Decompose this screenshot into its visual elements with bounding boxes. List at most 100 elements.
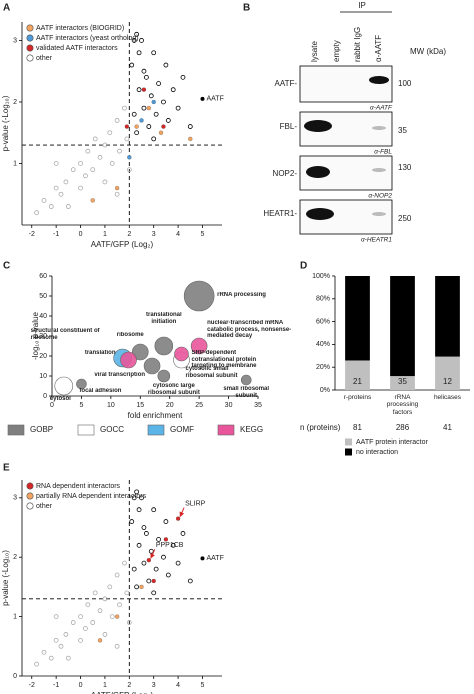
y-tick-label: 3 [13, 37, 17, 44]
data-point [83, 173, 88, 179]
n-value: 41 [443, 423, 452, 432]
lane-label: empty [332, 40, 341, 62]
y-tick-label: 80% [316, 296, 330, 303]
panel-letter: B [243, 3, 250, 14]
bubble-label: ribosome [116, 332, 144, 338]
x-tick-label: 5 [201, 231, 205, 238]
legend-label: AATF protein interactor [356, 439, 429, 446]
legend-marker [26, 502, 34, 510]
y-axis-label: p-value (-Log₁₀) [1, 95, 10, 151]
panel-letter: C [3, 261, 10, 272]
data-point [102, 142, 108, 148]
x-tick-label: -2 [29, 682, 35, 689]
y-tick-label: 3 [13, 495, 17, 502]
count-label: 21 [353, 377, 362, 386]
data-point [141, 105, 147, 111]
y-tick-label: 20% [316, 364, 330, 371]
x-axis-label: AATF/GFP (Log₂) [91, 691, 154, 694]
legend-label: RNA dependent interactors [36, 483, 121, 490]
data-point [85, 602, 91, 608]
x-tick-label: 2 [127, 231, 131, 238]
bubble [174, 346, 189, 362]
x-tick-label: 10 [107, 402, 115, 409]
data-point [92, 590, 98, 596]
bubble-label: nuclear-transcribed mRNA catabolic proce… [207, 320, 292, 340]
data-point [139, 584, 144, 590]
data-point [161, 99, 166, 105]
bubble-label-box: structural constituent of ribosome [30, 328, 100, 341]
data-point [148, 93, 154, 99]
data-point [78, 637, 83, 643]
data-point [187, 124, 193, 129]
data-point [151, 50, 157, 56]
data-point [70, 167, 76, 173]
band [372, 212, 386, 216]
data-point [134, 130, 140, 136]
data-point [141, 525, 147, 530]
annotation-arrow [150, 548, 156, 559]
band [304, 120, 332, 132]
bubble-label-box: nuclear-transcribed mRNA catabolic proce… [207, 320, 292, 340]
y-tick-label: 60 [39, 273, 47, 280]
bubble-label: cytosolic large ribosomal subunit [147, 383, 200, 396]
data-point [141, 68, 147, 74]
data-point [165, 572, 171, 578]
data-point [146, 124, 152, 129]
data-point [85, 148, 91, 154]
data-point [124, 136, 130, 142]
bubble-label: viral transcription [94, 372, 146, 378]
data-point [129, 519, 135, 524]
protein-label: NOP2- [273, 169, 298, 178]
n-value: 81 [353, 423, 362, 432]
bubble-label-box: viral transcription [94, 372, 146, 378]
x-tick-label: -2 [29, 231, 35, 238]
blot-box [299, 65, 393, 103]
x-tick-label: 4 [176, 231, 180, 238]
annotation-point [200, 96, 205, 101]
legend-label: GOMF [170, 425, 194, 434]
data-point [102, 596, 108, 602]
data-point [163, 62, 169, 68]
data-point [129, 62, 135, 68]
antibody-label: α-NOP2 [368, 193, 392, 200]
category-label-box: helicases [434, 394, 461, 401]
count-label: 35 [398, 377, 407, 386]
legend-marker [26, 24, 34, 32]
category-label: rRNA processing factors [386, 394, 419, 416]
data-point [134, 31, 140, 37]
bubble-label: structural constituent of ribosome [30, 328, 100, 341]
y-tick-label: 20 [39, 353, 47, 360]
legend-label: partially RNA dependent interactors [36, 493, 147, 500]
bubble [154, 336, 174, 356]
data-point [127, 155, 132, 160]
band [372, 126, 386, 130]
bubble-label-box: small ribosomal subunit [223, 386, 269, 399]
data-point [83, 626, 88, 631]
data-point [134, 489, 140, 495]
annotation-label: PPP1CB [156, 542, 184, 549]
data-point [131, 111, 137, 117]
protein-label: AATF- [274, 79, 297, 88]
data-point [143, 531, 149, 536]
data-point [151, 578, 156, 584]
annotation-label: AATF [206, 96, 223, 103]
data-point [158, 130, 164, 135]
bubble [183, 280, 215, 312]
bubble [54, 376, 74, 396]
data-point [107, 584, 113, 590]
legend-marker [26, 54, 34, 62]
data-point [97, 638, 103, 643]
data-point [65, 204, 71, 209]
bubble-label: rRNA processing [217, 292, 266, 298]
data-point [136, 50, 142, 56]
x-tick-label: 1 [103, 682, 107, 689]
annotation-arrow [179, 507, 185, 518]
x-axis-label: AATF/GFP (Log₂) [91, 240, 154, 249]
mw-label: 250 [398, 214, 412, 223]
legend-swatch [77, 424, 95, 436]
data-point [170, 542, 176, 548]
data-point [48, 204, 54, 209]
bubble-label-box: translation [85, 350, 116, 356]
legend-label: validated AATF interactors [36, 45, 118, 52]
bubble-label-box: SRP-dependent cotranslational protein ta… [191, 350, 256, 369]
